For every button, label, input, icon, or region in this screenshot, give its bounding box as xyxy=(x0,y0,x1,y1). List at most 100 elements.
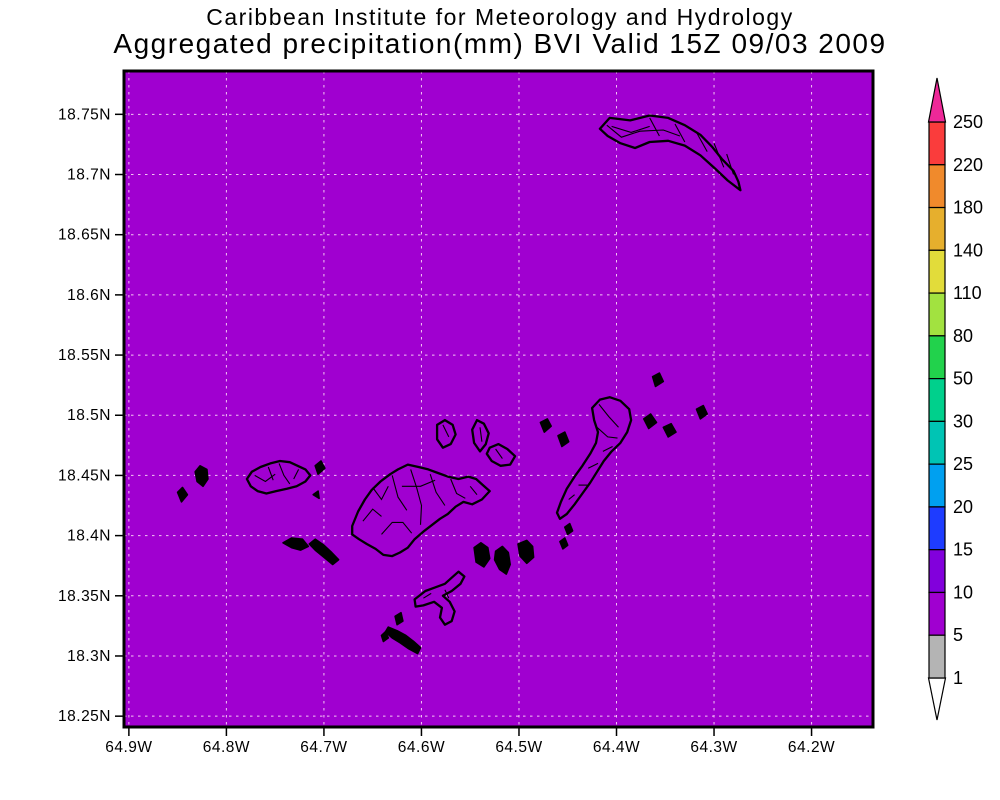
colorbar: 250 220 180 140 110 80 50 30 25 20 15 10 5 1 xyxy=(927,77,983,721)
figure-title: Caribbean Institute for Meteorology and … xyxy=(206,4,794,30)
island-tortola-mesh xyxy=(450,478,466,499)
y-tick-label: 18.45N xyxy=(58,467,111,484)
colorbar-segment xyxy=(928,378,946,422)
colorbar-above-arrow xyxy=(927,77,947,123)
island-jost-van-dyke xyxy=(245,459,312,495)
island-beef-island-scrub xyxy=(485,442,517,467)
colorbar-label: 80 xyxy=(953,326,973,346)
island-pelican-island xyxy=(380,631,390,643)
colorbar-segment xyxy=(928,206,946,251)
colorbar-segment xyxy=(928,634,946,679)
island-tortola-mesh xyxy=(391,475,408,511)
x-tick-label: 64.8W xyxy=(203,739,250,756)
colorbar-label: 5 xyxy=(953,625,963,645)
island-anegada-mesh xyxy=(696,132,708,152)
y-tick-label: 18.4N xyxy=(67,528,111,545)
x-tick-label: 64.7W xyxy=(300,739,347,756)
island-anegada-mesh xyxy=(611,125,650,133)
y-tick-label: 18.5N xyxy=(67,407,111,424)
colorbar-segment xyxy=(928,463,946,508)
island-great-tobago xyxy=(194,465,209,488)
colorbar-label: 20 xyxy=(953,497,973,517)
colorbar-label: 140 xyxy=(953,240,983,260)
colorbar-segment xyxy=(928,292,946,337)
island-ginger-island xyxy=(517,539,535,565)
y-tick-label: 18.25N xyxy=(58,708,111,725)
colorbar-segment xyxy=(928,420,946,465)
island-tortola-mesh xyxy=(429,474,446,506)
island-guana-island xyxy=(435,418,457,449)
island-guana-island-mesh xyxy=(442,424,450,438)
island-norman-island xyxy=(384,626,422,655)
island-seal-dogs xyxy=(651,372,665,388)
y-tick-label: 18.7N xyxy=(67,167,111,184)
colorbar-label: 180 xyxy=(953,198,983,218)
island-round-rock xyxy=(559,537,569,550)
grid xyxy=(124,71,873,727)
x-tick-label: 64.6W xyxy=(398,739,445,756)
island-tortola-mesh xyxy=(372,486,389,501)
island-jost-van-dyke-mesh xyxy=(293,469,300,480)
colorbar-label: 110 xyxy=(953,283,982,303)
colorbar-below-arrow xyxy=(927,677,947,721)
island-virgin-gorda-mesh xyxy=(598,404,619,428)
island-tortola-mesh xyxy=(381,521,413,535)
island-anegada xyxy=(598,114,742,192)
island-green-cay xyxy=(282,537,310,551)
island-great-camanoe-mesh xyxy=(479,427,483,442)
map-frame xyxy=(122,69,875,729)
colorbar-label: 220 xyxy=(953,155,983,175)
colorbar-segment xyxy=(928,506,946,551)
island-anegada-mesh xyxy=(713,142,725,168)
island-little-thatch xyxy=(308,538,340,566)
y-tick-label: 18.3N xyxy=(67,648,111,665)
island-sandy-cay xyxy=(312,490,320,500)
island-jost-van-dyke-mesh xyxy=(267,466,274,481)
y-tick-label: 18.6N xyxy=(67,287,111,304)
colorbar-label: 50 xyxy=(953,369,973,389)
colorbar-segment xyxy=(928,549,946,594)
colorbar-label: 15 xyxy=(953,540,973,560)
colorbar-label: 1 xyxy=(953,668,963,688)
island-virgin-gorda xyxy=(555,396,633,520)
island-beef-island-scrub-mesh xyxy=(495,448,503,459)
island-george-dog xyxy=(557,431,570,448)
colorbar-segment xyxy=(928,591,946,636)
island-virgin-gorda-mesh xyxy=(602,446,613,452)
colorbar-label: 250 xyxy=(953,112,983,132)
island-little-jost-van-dyke xyxy=(314,460,326,475)
colorbar-label: 25 xyxy=(953,454,973,474)
colorbar-segment xyxy=(928,335,946,380)
colorbar-segment xyxy=(928,249,946,294)
figure-subtitle: Aggregated precipitation(mm) BVI Valid 1… xyxy=(113,28,887,59)
y-tick-label: 18.65N xyxy=(58,227,111,244)
y-tick-label: 18.35N xyxy=(58,588,111,605)
colorbar-label: 30 xyxy=(953,411,973,431)
island-virgin-gorda-mesh xyxy=(587,462,599,469)
island-necker-island xyxy=(695,404,708,420)
y-tick-label: 18.75N xyxy=(58,106,111,123)
x-tick-label: 64.4W xyxy=(593,739,640,756)
island-great-dog xyxy=(539,418,552,433)
x-tick-label: 64.3W xyxy=(690,739,737,756)
island-anegada-mesh xyxy=(606,124,681,138)
island-salt-island xyxy=(473,542,491,568)
island-peter-island-mesh xyxy=(423,592,432,599)
island-anegada-mesh xyxy=(726,153,735,175)
colorbar-segment xyxy=(928,164,946,209)
island-great-camanoe xyxy=(471,418,490,453)
island-fallen-jerusalem xyxy=(564,522,574,536)
map-background xyxy=(124,71,873,727)
island-peter-island-mesh xyxy=(444,589,450,599)
island-eustatia xyxy=(662,422,677,438)
colorbar-label: 10 xyxy=(953,582,973,602)
island-tortola-mesh xyxy=(469,485,478,496)
island-virgin-gorda-mesh xyxy=(568,494,575,500)
island-dead-chest xyxy=(394,611,404,626)
island-little-tobago xyxy=(176,486,189,503)
island-cooper-island xyxy=(493,545,511,575)
islands xyxy=(176,114,742,655)
island-anegada-mesh xyxy=(649,117,660,137)
